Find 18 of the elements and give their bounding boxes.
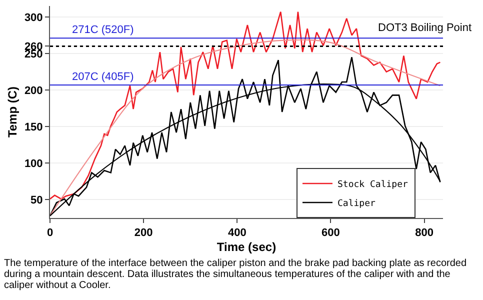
legend-label: Stock Caliper <box>337 180 409 190</box>
y-tick-label: 200 <box>24 84 43 97</box>
y-tick-label: 50 <box>30 194 43 207</box>
y-tick-label: 100 <box>24 158 43 170</box>
x-axis-title: Time (sec) <box>216 240 276 254</box>
text: The temperature of the interface between the caliper piston and the brake pad backing plate as recorded during a mountain descent. Data illustrates the simultaneous temperatures of the caliper with and the caliper without a Cooler. <box>3 258 468 291</box>
ref-line-label: 271C (520F) <box>72 24 134 36</box>
ref-line-label: 207C (405F) <box>72 71 134 83</box>
x-tick-label: 800 <box>415 227 434 240</box>
x-tick-label: 200 <box>134 227 153 240</box>
y-tick-label: 300 <box>24 12 43 24</box>
x-tick-label: 600 <box>322 227 340 240</box>
x-tick-label: 0 <box>46 227 54 240</box>
legend-label: Caliper <box>337 199 376 210</box>
y-axis-title: Temp (C) <box>6 86 20 138</box>
x-tick-label: 400 <box>228 227 246 240</box>
y-tick-label: 150 <box>24 121 43 134</box>
ref-line-label: DOT3 Boiling Point <box>378 22 472 34</box>
